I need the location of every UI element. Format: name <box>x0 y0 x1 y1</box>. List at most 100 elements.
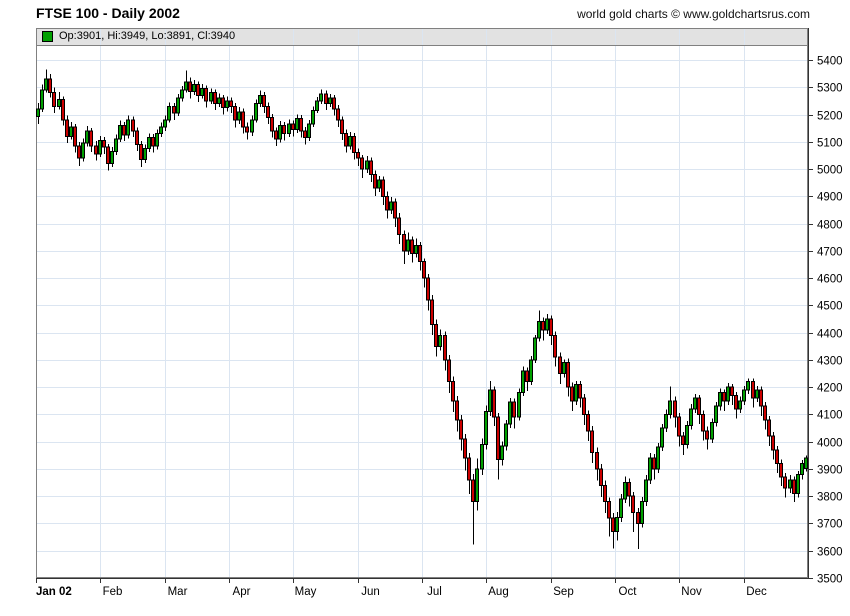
candle-body <box>471 479 475 503</box>
candle-body <box>94 145 98 155</box>
candle-body <box>81 142 85 159</box>
candle-body <box>336 108 340 121</box>
candle-body <box>192 84 196 92</box>
candle-body <box>159 126 163 135</box>
candle-body <box>467 457 471 481</box>
candle-body <box>710 422 714 440</box>
candle-body <box>681 435 685 445</box>
candle-body <box>693 397 697 410</box>
candle-body <box>796 473 800 494</box>
candle-body <box>155 133 159 147</box>
candle-body <box>200 88 204 96</box>
candle-body <box>287 123 291 135</box>
x-tick-label: Jan 02 <box>36 586 72 598</box>
candle-body <box>652 457 656 470</box>
candle-body <box>734 394 738 410</box>
candle-body <box>278 124 282 140</box>
chart-title: FTSE 100 - Daily 2002 <box>36 5 180 21</box>
candle-body <box>685 424 689 445</box>
candle-body <box>660 427 664 448</box>
candle-body <box>397 217 401 235</box>
candle-body <box>196 84 200 96</box>
candle-body <box>492 389 496 418</box>
candle-body <box>525 370 529 383</box>
candle-body <box>237 111 241 121</box>
candle-body <box>229 100 233 107</box>
candle-body <box>541 321 545 331</box>
candle-body <box>61 99 65 121</box>
ohlc-legend-label: Op:3901, Hi:3949, Lo:3891, Cl:3940 <box>59 30 236 42</box>
x-tick-label: Aug <box>488 586 508 598</box>
candle-body <box>217 97 221 105</box>
candle-body <box>434 323 438 347</box>
x-tick-label: Feb <box>103 586 123 598</box>
candle-body <box>311 109 315 125</box>
candle-body <box>537 321 541 339</box>
x-tick-label: Jul <box>427 586 442 598</box>
candle-body <box>500 445 504 460</box>
candle-body <box>673 400 677 418</box>
candle-body <box>250 119 254 133</box>
candle-body <box>783 476 787 489</box>
candle-body <box>147 137 151 150</box>
candle-body <box>69 126 73 137</box>
candle-body <box>451 381 455 402</box>
candle-body <box>172 105 176 114</box>
candle-body <box>623 482 627 500</box>
candle-body <box>636 512 640 524</box>
candle-body <box>595 452 599 470</box>
candle-body <box>590 430 594 454</box>
candle-body <box>558 356 562 375</box>
candle-body <box>270 116 274 132</box>
candle-body <box>599 468 603 486</box>
y-tick-label: 3800 <box>817 492 843 504</box>
x-tick-label: Sep <box>553 586 573 598</box>
candle-body <box>463 438 467 459</box>
candle-body <box>180 89 184 99</box>
candle-body <box>213 92 217 105</box>
y-tick-label: 4500 <box>817 301 843 313</box>
candle-body <box>65 119 69 137</box>
candle-body <box>143 148 147 161</box>
candle-body <box>701 413 705 432</box>
y-tick-label: 4000 <box>817 438 843 450</box>
candle-body <box>418 244 422 263</box>
candle-body <box>381 179 385 197</box>
candle-body <box>163 119 167 128</box>
candle-body <box>135 130 139 146</box>
candle-body <box>102 139 106 148</box>
candle-body <box>85 130 89 144</box>
candle-body <box>475 468 479 503</box>
x-tick-label: May <box>295 586 317 598</box>
candle-body <box>697 397 701 415</box>
candle-body <box>718 392 722 407</box>
candle-body <box>89 130 93 147</box>
candle-body <box>611 517 615 533</box>
candle-body <box>755 389 759 399</box>
candle-body <box>106 146 110 165</box>
candle-body <box>48 78 52 94</box>
candle-body <box>393 201 397 219</box>
candle-body <box>615 516 619 533</box>
candle-body <box>299 118 303 132</box>
y-tick-label: 5000 <box>817 165 843 177</box>
candle-body <box>779 462 783 478</box>
x-tick-label: Mar <box>168 586 188 598</box>
candle-body <box>742 389 746 402</box>
candle-body <box>352 135 356 154</box>
candle-body <box>360 157 364 170</box>
candle-body <box>402 233 406 252</box>
candle-body <box>586 413 590 432</box>
candle-body <box>788 479 792 489</box>
candle-body <box>131 119 135 132</box>
candle-body <box>410 239 414 255</box>
candle-body <box>533 337 537 361</box>
x-tick-label: Apr <box>233 586 251 598</box>
x-tick-label: Dec <box>746 586 767 598</box>
candle-body <box>184 81 188 91</box>
candle-body <box>188 81 192 92</box>
candle-body <box>529 359 533 383</box>
y-tick-label: 3900 <box>817 465 843 477</box>
candle-body <box>373 174 377 189</box>
candle-body <box>578 383 582 399</box>
